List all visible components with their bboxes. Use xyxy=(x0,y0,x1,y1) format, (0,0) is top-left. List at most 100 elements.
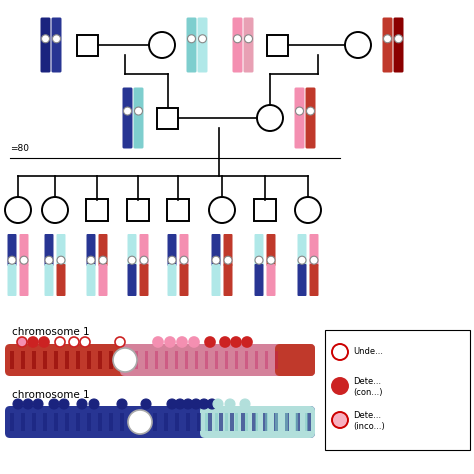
FancyBboxPatch shape xyxy=(8,264,17,296)
Bar xyxy=(76,351,81,369)
Bar xyxy=(165,351,168,369)
FancyBboxPatch shape xyxy=(99,264,108,296)
Bar xyxy=(275,413,278,431)
Circle shape xyxy=(23,399,33,409)
Bar xyxy=(54,351,58,369)
Circle shape xyxy=(212,256,220,264)
Bar xyxy=(225,351,228,369)
Circle shape xyxy=(33,399,43,409)
Bar xyxy=(135,351,138,369)
Bar xyxy=(219,413,223,431)
Circle shape xyxy=(332,344,348,360)
FancyBboxPatch shape xyxy=(134,88,144,148)
Bar xyxy=(307,413,311,431)
Bar xyxy=(265,351,268,369)
FancyBboxPatch shape xyxy=(180,234,189,266)
Bar xyxy=(205,413,208,431)
FancyBboxPatch shape xyxy=(224,234,233,266)
Bar xyxy=(186,413,191,431)
FancyBboxPatch shape xyxy=(128,264,137,296)
Circle shape xyxy=(255,256,263,264)
Bar xyxy=(215,413,218,431)
Bar xyxy=(142,413,146,431)
Circle shape xyxy=(199,35,207,43)
FancyBboxPatch shape xyxy=(120,344,315,376)
Bar xyxy=(185,351,188,369)
Circle shape xyxy=(89,399,99,409)
FancyBboxPatch shape xyxy=(5,406,315,438)
Bar xyxy=(215,351,218,369)
FancyBboxPatch shape xyxy=(383,18,392,73)
Circle shape xyxy=(183,399,193,409)
FancyBboxPatch shape xyxy=(180,264,189,296)
Bar xyxy=(195,351,198,369)
Circle shape xyxy=(310,256,318,264)
Circle shape xyxy=(332,412,348,428)
Circle shape xyxy=(199,399,209,409)
FancyBboxPatch shape xyxy=(255,234,264,266)
Bar xyxy=(175,413,179,431)
Circle shape xyxy=(165,337,175,347)
Bar xyxy=(285,413,288,431)
Circle shape xyxy=(231,337,241,347)
Text: chromosome 1: chromosome 1 xyxy=(12,327,90,337)
FancyBboxPatch shape xyxy=(298,234,307,266)
Bar xyxy=(32,351,36,369)
Circle shape xyxy=(128,410,152,434)
Bar xyxy=(145,351,148,369)
FancyBboxPatch shape xyxy=(139,234,148,266)
Bar xyxy=(263,413,267,431)
Circle shape xyxy=(135,107,143,115)
FancyBboxPatch shape xyxy=(266,264,275,296)
Circle shape xyxy=(113,348,137,372)
Bar xyxy=(78,35,99,55)
Circle shape xyxy=(117,399,127,409)
Text: Unde...: Unde... xyxy=(353,347,383,356)
Bar xyxy=(225,413,228,431)
Text: (inco...): (inco...) xyxy=(353,422,385,431)
Circle shape xyxy=(332,378,348,394)
Text: (con...): (con...) xyxy=(353,389,383,398)
Bar xyxy=(32,413,36,431)
Circle shape xyxy=(191,399,201,409)
Circle shape xyxy=(140,256,148,264)
Circle shape xyxy=(167,399,177,409)
Bar xyxy=(43,351,47,369)
FancyBboxPatch shape xyxy=(186,18,197,73)
Circle shape xyxy=(205,337,215,347)
Bar xyxy=(265,413,268,431)
Circle shape xyxy=(245,35,253,43)
Bar xyxy=(296,413,301,431)
FancyBboxPatch shape xyxy=(56,234,65,266)
Circle shape xyxy=(175,399,185,409)
Bar xyxy=(305,413,308,431)
Circle shape xyxy=(220,337,230,347)
Bar xyxy=(127,199,149,221)
Circle shape xyxy=(267,256,275,264)
FancyBboxPatch shape xyxy=(56,264,65,296)
FancyBboxPatch shape xyxy=(306,88,316,148)
FancyBboxPatch shape xyxy=(310,264,319,296)
Circle shape xyxy=(225,399,235,409)
FancyBboxPatch shape xyxy=(266,234,275,266)
Circle shape xyxy=(42,35,49,43)
Bar xyxy=(164,413,168,431)
Bar xyxy=(109,351,113,369)
Circle shape xyxy=(59,399,69,409)
Bar xyxy=(157,108,179,128)
Circle shape xyxy=(128,256,136,264)
Circle shape xyxy=(17,337,27,347)
FancyBboxPatch shape xyxy=(40,18,51,73)
Circle shape xyxy=(141,399,151,409)
Text: chromosome 1: chromosome 1 xyxy=(12,390,90,400)
Circle shape xyxy=(177,337,187,347)
Circle shape xyxy=(99,256,107,264)
Bar xyxy=(65,413,69,431)
Bar xyxy=(120,351,124,369)
Bar xyxy=(208,413,212,431)
Circle shape xyxy=(224,256,232,264)
FancyBboxPatch shape xyxy=(211,234,220,266)
Bar xyxy=(120,413,124,431)
Circle shape xyxy=(180,256,188,264)
Bar xyxy=(131,413,136,431)
